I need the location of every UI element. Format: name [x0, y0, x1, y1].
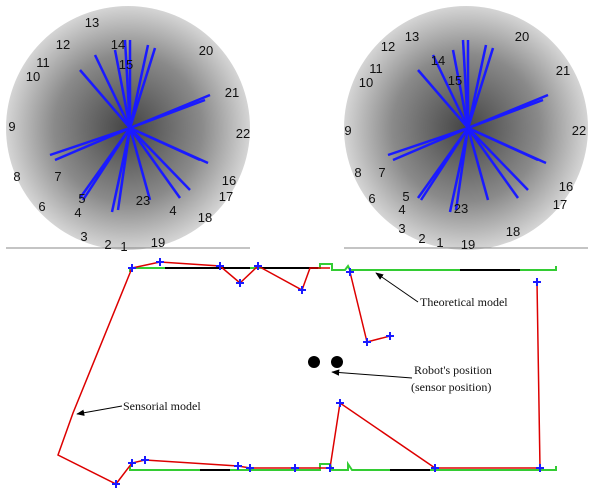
- annotation: Theoretical model: [420, 295, 508, 309]
- feature-label: 8: [13, 169, 20, 184]
- feature-label: 14: [431, 53, 445, 68]
- cross: [386, 332, 394, 340]
- feature-label: 23: [454, 201, 468, 216]
- sensorial-model: [132, 262, 330, 290]
- feature-label: 18: [506, 224, 520, 239]
- feature-label: 6: [38, 199, 45, 214]
- annotation: (sensor position): [411, 380, 491, 394]
- cross: [234, 462, 242, 470]
- feature-label: 1: [436, 235, 443, 250]
- feature-label: 16: [222, 173, 236, 188]
- annotation: Robot's position: [414, 363, 492, 377]
- feature-label: 11: [36, 55, 50, 70]
- feature-label: 17: [553, 197, 567, 212]
- feature-label: 2: [418, 231, 425, 246]
- cross: [156, 258, 164, 266]
- feature-label: 9: [8, 119, 15, 134]
- feature-label: 3: [80, 229, 87, 244]
- cross: [298, 286, 306, 294]
- feature-label: 23: [136, 193, 150, 208]
- feature-label: 6: [368, 191, 375, 206]
- feature-label: 21: [556, 63, 570, 78]
- feature-label: 15: [448, 73, 462, 88]
- feature-label: 22: [236, 126, 250, 141]
- feature-label: 4: [74, 205, 81, 220]
- feature-label: 15: [119, 57, 133, 72]
- feature-label: 20: [515, 29, 529, 44]
- feature-label: 12: [56, 37, 70, 52]
- figure: 13141512111020212298765423416171832119 1…: [0, 0, 591, 488]
- feature-label: 8: [354, 165, 361, 180]
- feature-label: 5: [78, 191, 85, 206]
- feature-label: 19: [151, 235, 165, 250]
- feature-label: 22: [572, 123, 586, 138]
- feature-label: 12: [381, 39, 395, 54]
- cross: [363, 338, 371, 346]
- feature-label: 3: [398, 221, 405, 236]
- feature-label: 19: [461, 237, 475, 252]
- robot: [308, 356, 320, 368]
- feature-label: 14: [111, 37, 125, 52]
- arrow: [77, 406, 122, 414]
- feature-label: 10: [359, 75, 373, 90]
- feature-label: 11: [369, 61, 383, 76]
- feature-label: 4: [398, 202, 405, 217]
- robot: [331, 356, 343, 368]
- feature-label: 18: [198, 210, 212, 225]
- feature-label: 9: [344, 123, 351, 138]
- feature-label: 20: [199, 43, 213, 58]
- arrow: [376, 273, 418, 302]
- feature-label: 17: [219, 189, 233, 204]
- feature-label: 7: [54, 169, 61, 184]
- cross: [533, 278, 541, 286]
- feature-label: 1: [120, 239, 127, 254]
- annotation: Sensorial model: [123, 399, 201, 413]
- feature-label: 4: [169, 203, 176, 218]
- cross: [141, 456, 149, 464]
- feature-label: 10: [26, 69, 40, 84]
- feature-label: 16: [559, 179, 573, 194]
- feature-label: 21: [225, 85, 239, 100]
- feature-label: 13: [405, 29, 419, 44]
- feature-label: 2: [104, 237, 111, 252]
- map: Theoretical model Sensorial model Robot'…: [58, 258, 556, 488]
- feature-label: 13: [85, 15, 99, 30]
- sensorial-model: [350, 272, 390, 342]
- arrow: [332, 372, 412, 378]
- feature-label: 7: [378, 165, 385, 180]
